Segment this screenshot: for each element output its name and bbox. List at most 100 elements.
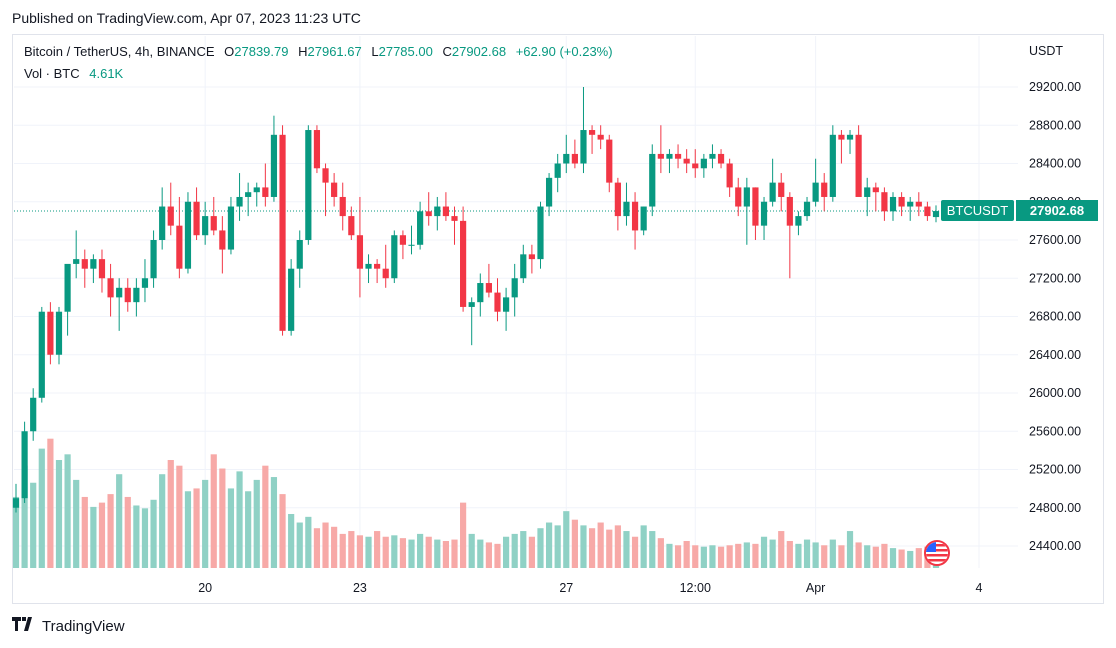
volume-bar <box>331 526 338 568</box>
volume-bar <box>141 508 149 568</box>
candle-body <box>81 259 88 269</box>
chart-frame <box>12 34 1104 604</box>
volume-bar <box>778 531 785 568</box>
volume-bar <box>735 543 742 568</box>
volume-bar <box>210 454 217 568</box>
close-label: C <box>442 44 452 59</box>
candle-body <box>735 187 742 207</box>
volume-bars <box>12 438 940 568</box>
candle-body <box>494 292 501 312</box>
candle-body <box>821 182 828 197</box>
candle-body <box>511 278 518 298</box>
volume-bar <box>528 536 535 568</box>
volume-bar <box>305 516 312 568</box>
candle-body <box>528 254 535 260</box>
volume-bar <box>726 545 733 568</box>
candle-body <box>520 254 527 279</box>
candle-body <box>55 311 63 355</box>
candle-body <box>176 225 183 269</box>
volume-bar <box>313 528 321 568</box>
tradingview-logo-icon[interactable] <box>12 617 36 635</box>
candle-body <box>631 201 639 231</box>
time-tick-label: 23 <box>353 581 367 595</box>
candle-body <box>434 206 441 217</box>
price-tick-label: 26400.00 <box>1029 348 1081 362</box>
volume-bar <box>12 496 20 568</box>
candle-body <box>872 187 879 193</box>
candle-body <box>262 187 269 197</box>
footer-brand[interactable]: TradingView <box>42 617 125 635</box>
volume-bar <box>348 531 355 568</box>
volume-bar <box>821 545 828 568</box>
volume-bar <box>451 539 458 568</box>
candle-body <box>73 259 80 264</box>
volume-bar <box>752 543 759 568</box>
volume-bar <box>98 502 106 568</box>
volume-bar <box>846 531 854 568</box>
candle-body <box>881 192 888 212</box>
volume-bar <box>898 549 905 568</box>
candle-body <box>141 278 149 288</box>
volume-bar <box>460 502 467 568</box>
open-label: O <box>224 44 235 59</box>
volume-bar <box>227 488 235 568</box>
candle-body <box>537 206 544 260</box>
volume-bar <box>786 541 793 568</box>
volume-bar <box>176 465 183 568</box>
volume-bar <box>133 505 140 568</box>
candle-body <box>855 134 862 197</box>
volume-bar <box>73 479 80 568</box>
candle-body <box>554 163 561 178</box>
price-axis: 29200.0028800.0028400.0028000.0027600.00… <box>1029 80 1081 553</box>
candle-body <box>184 201 192 269</box>
candle-body <box>408 244 415 246</box>
time-tick-label: 27 <box>559 581 573 595</box>
volume-bar <box>193 488 200 568</box>
candle-body <box>468 302 475 307</box>
volume-bar <box>545 522 553 568</box>
volume-bar <box>374 531 381 568</box>
volume-bar <box>674 545 682 568</box>
high-label: H <box>298 44 308 59</box>
volume-bar <box>597 522 604 568</box>
low-label: L <box>371 44 379 59</box>
volume-bar <box>202 479 209 568</box>
volume-bar <box>167 460 174 568</box>
candle-body <box>502 297 510 312</box>
volume-bar <box>623 531 630 568</box>
candle-body <box>666 153 673 159</box>
candle-body <box>21 431 28 499</box>
candle-body <box>399 235 407 245</box>
candle-body <box>451 216 458 221</box>
candle-body <box>803 201 811 217</box>
candle-body <box>442 206 450 217</box>
candle-body <box>219 230 226 250</box>
candle-body <box>649 153 656 207</box>
volume-bar <box>107 494 114 568</box>
volume-bar <box>803 539 811 568</box>
volume-bar <box>855 542 862 568</box>
volume-bar <box>829 539 836 568</box>
candle-body <box>193 201 200 236</box>
candle-body <box>726 163 733 188</box>
us-flag-icon[interactable] <box>924 540 950 566</box>
candles <box>12 87 940 513</box>
candle-body <box>640 206 647 231</box>
price-tick-label: 25200.00 <box>1029 463 1081 477</box>
candle-body <box>227 206 235 250</box>
candle-body <box>159 206 166 240</box>
price-tick-label: 27200.00 <box>1029 271 1081 285</box>
published-caption: Published on TradingView.com, Apr 07, 20… <box>12 10 361 26</box>
candle-body <box>64 263 71 312</box>
price-tick-label: 24400.00 <box>1029 539 1081 553</box>
volume-bar <box>580 525 587 568</box>
volume-bar <box>907 550 914 568</box>
price-tick-label: 26800.00 <box>1029 310 1081 324</box>
candle-body <box>829 134 836 197</box>
volume-bar <box>253 479 260 568</box>
candle-body <box>752 187 759 226</box>
symbol-title[interactable]: Bitcoin / TetherUS, 4h, BINANCE <box>24 44 215 59</box>
candle-body <box>907 201 914 207</box>
volume-bar <box>631 536 639 568</box>
